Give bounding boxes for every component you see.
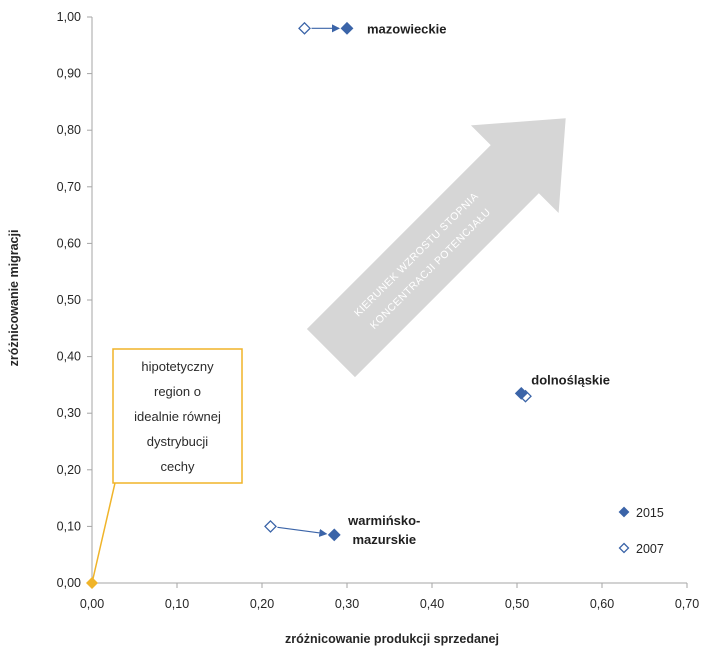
y-tick-label: 0,60 — [57, 236, 81, 250]
callout-line — [91, 482, 116, 584]
x-tick-label: 0,60 — [590, 597, 614, 611]
y-tick-label: 0,40 — [57, 350, 81, 364]
x-tick-label: 0,10 — [165, 597, 189, 611]
ideal-region-annotation: hipotetyczny region o idealnie równej dystr… — [86, 348, 243, 589]
point-label: warmińsko- — [347, 513, 420, 528]
point-label: mazowieckie — [367, 21, 447, 36]
legend-label-2007: 2007 — [636, 542, 664, 556]
y-axis-title: zróżnicowanie migracji — [7, 230, 21, 367]
point-labels: mazowieckie dolnośląskie warmińsko-mazursk… — [347, 21, 610, 547]
x-tick-label: 0,50 — [505, 597, 529, 611]
y-tick-label: 0,00 — [57, 576, 81, 590]
y-tick-label: 0,80 — [57, 123, 81, 137]
y-tick-label: 0,90 — [57, 67, 81, 81]
callout-text-line: region o — [154, 384, 201, 399]
legend-marker-2007 — [618, 542, 630, 554]
x-axis-title: zróżnicowanie produkcji sprzedanej — [285, 632, 499, 646]
y-tick-label: 0,10 — [57, 519, 81, 533]
x-tick-label: 0,20 — [250, 597, 274, 611]
point-2015 — [327, 528, 341, 542]
callout-text-line: cechy — [161, 459, 195, 474]
y-tick-label: 0,20 — [57, 463, 81, 477]
point-2015 — [340, 21, 354, 35]
point-2007 — [264, 519, 277, 533]
y-tick-label: 0,50 — [57, 293, 81, 307]
point-label: dolnośląskie — [531, 372, 610, 387]
y-tick-label: 1,00 — [57, 10, 81, 24]
callout-text-line: dystrybucji — [147, 434, 209, 449]
change-arrows — [277, 24, 340, 537]
change-arrow — [277, 526, 328, 537]
legend-label-2015: 2015 — [636, 506, 664, 520]
point-2015 — [514, 386, 528, 400]
ideal-point-marker — [86, 577, 98, 589]
y-tick-label: 0,70 — [57, 180, 81, 194]
x-tick-label: 0,00 — [80, 597, 104, 611]
y-tick-label: 0,30 — [57, 406, 81, 420]
x-tick-label: 0,70 — [675, 597, 699, 611]
legend-marker-2015 — [618, 506, 630, 518]
x-tick-label: 0,30 — [335, 597, 359, 611]
point-label: mazurskie — [352, 532, 416, 547]
data-points — [264, 21, 532, 542]
callout-text-line: hipotetyczny — [141, 359, 214, 374]
callout-text-line: idealnie równej — [134, 409, 221, 424]
legend: 2015 2007 — [618, 506, 664, 556]
direction-arrow-body — [306, 118, 566, 378]
callout-box — [112, 348, 243, 484]
tick-labels: 0,00 0,10 0,20 0,30 0,40 0,50 0,60 0,70 0,80 0,90… — [57, 10, 700, 611]
point-2007 — [298, 21, 311, 35]
x-tick-label: 0,40 — [420, 597, 444, 611]
